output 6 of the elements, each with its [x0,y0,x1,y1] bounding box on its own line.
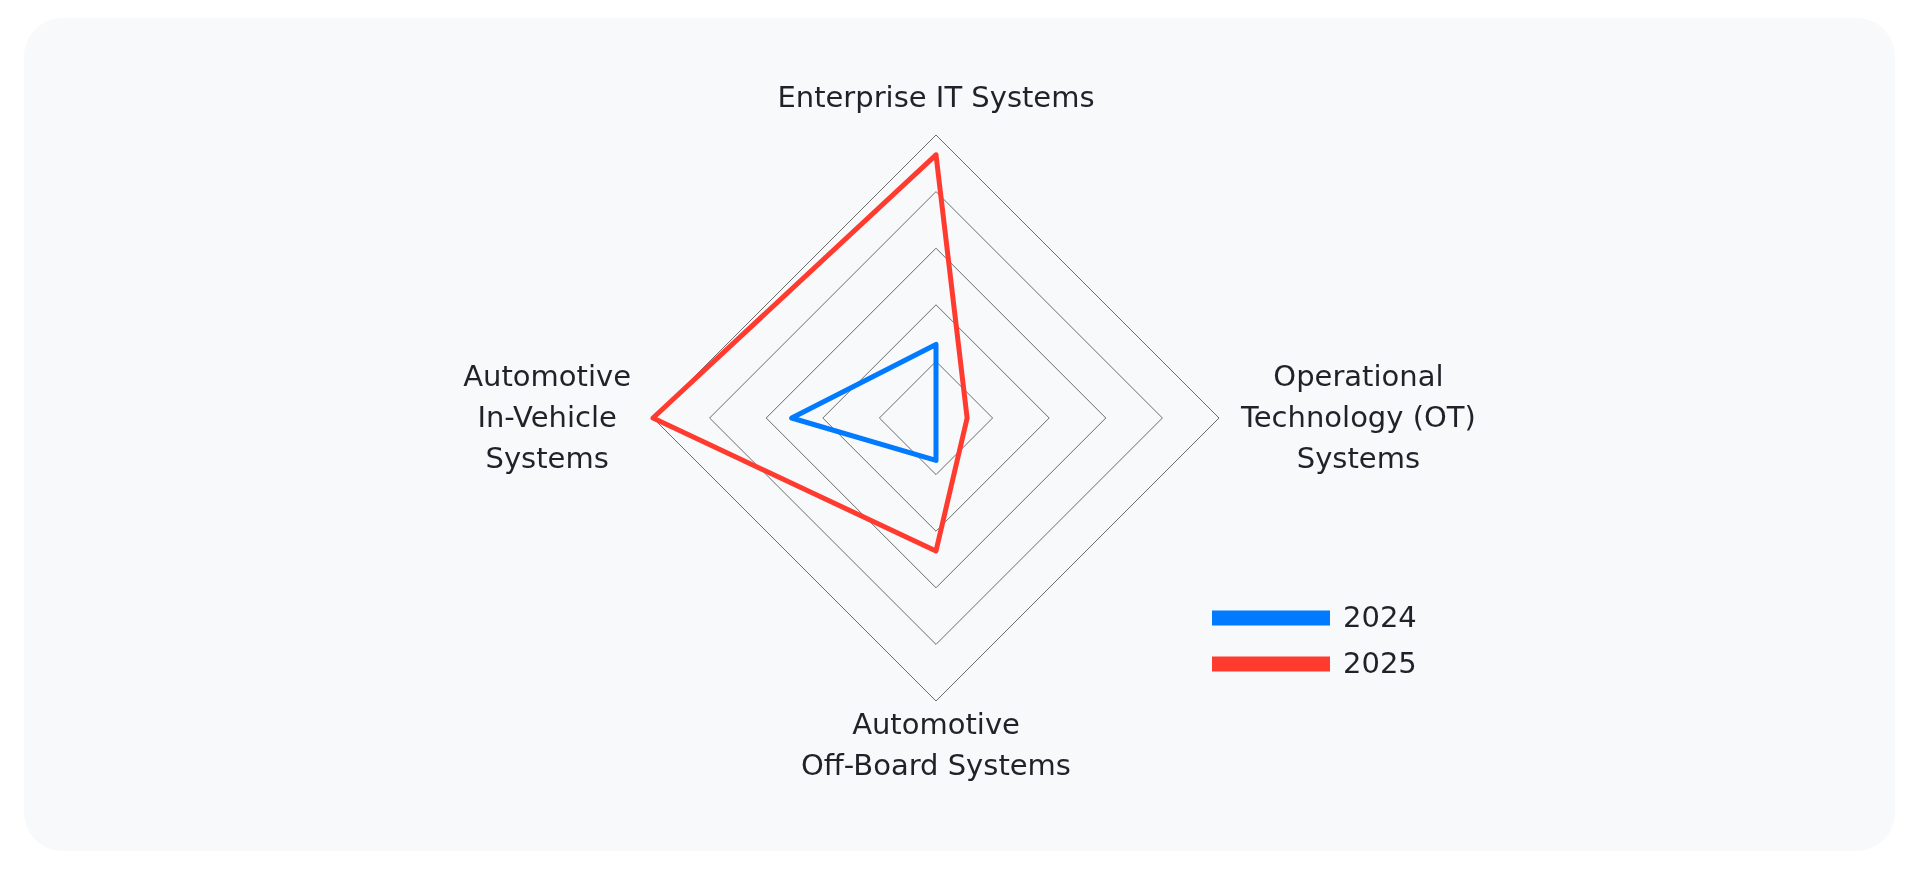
legend-label: 2024 [1343,600,1417,634]
spoke-label: Automotive Off-Board Systems [801,707,1071,782]
spoke-label: Automotive In-Vehicle Systems [463,359,632,475]
legend-label: 2025 [1343,646,1417,680]
spoke-label: Enterprise IT Systems [777,80,1095,114]
spoke-label: Operational Technology (OT) Systems [1239,359,1476,475]
